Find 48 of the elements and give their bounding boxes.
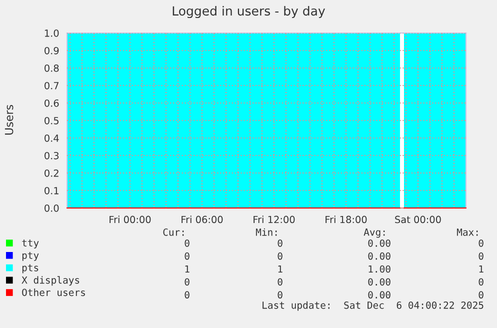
text: 0 [478, 291, 484, 299]
text: 0 [478, 278, 484, 286]
text: 0 [278, 278, 282, 286]
legend-label: X displays [22, 276, 80, 286]
y-tick-label: 0.2 [44, 169, 58, 177]
y-tick-label: 0.1 [44, 186, 58, 194]
text: 0 [478, 252, 484, 260]
y-tick-label: 0.0 [44, 204, 59, 212]
text: 0 [278, 239, 282, 247]
text: 1.00 [368, 265, 390, 273]
text: Min: [256, 228, 277, 236]
chart-title: Logged in users - by day [172, 6, 326, 18]
text: Cur: [163, 228, 184, 236]
y-axis-title: Users [4, 104, 14, 135]
text: 0 [184, 278, 190, 286]
text: Max: [456, 228, 478, 236]
y-tick-label: 0.8 [44, 64, 59, 72]
x-tick-label: Fri 06:00 [182, 216, 223, 224]
x-tick-label: Fri 12:00 [254, 216, 295, 224]
text: 1 [185, 265, 190, 273]
text: 0.00 [368, 291, 390, 299]
x-tick-label: Sat 00:00 [395, 216, 441, 224]
y-tick-label: 1.0 [44, 29, 59, 37]
text: 0.00 [368, 252, 390, 260]
text: Avg: [364, 228, 385, 238]
x-tick-label: Fri 00:00 [110, 216, 151, 224]
x-tick-label: Fri 18:00 [326, 216, 367, 224]
legend-label: tty [22, 240, 39, 248]
text: 0 [478, 239, 484, 247]
text: 0 [184, 239, 190, 247]
text: 0 [278, 291, 282, 299]
text: 0.00 [368, 239, 390, 247]
y-tick-label: 0.4 [44, 134, 59, 142]
legend-label: pty [22, 252, 39, 261]
text: 1 [278, 265, 282, 273]
text: 0 [278, 252, 282, 260]
y-tick-label: 0.3 [44, 152, 59, 160]
text: 0.00 [368, 278, 390, 286]
text: 0 [184, 291, 190, 299]
y-tick-label: 0.6 [44, 99, 59, 107]
y-tick-label: 0.7 [44, 82, 59, 90]
text: Last update: Sat Dec 6 04:00:22 2025 [262, 301, 484, 311]
text: 0 [184, 252, 190, 260]
text: 1 [479, 265, 484, 273]
legend-label: pts [22, 264, 38, 274]
y-tick-label: 0.5 [44, 116, 59, 124]
y-tick-label: 0.9 [44, 46, 59, 54]
legend-label: Other users [22, 288, 85, 296]
